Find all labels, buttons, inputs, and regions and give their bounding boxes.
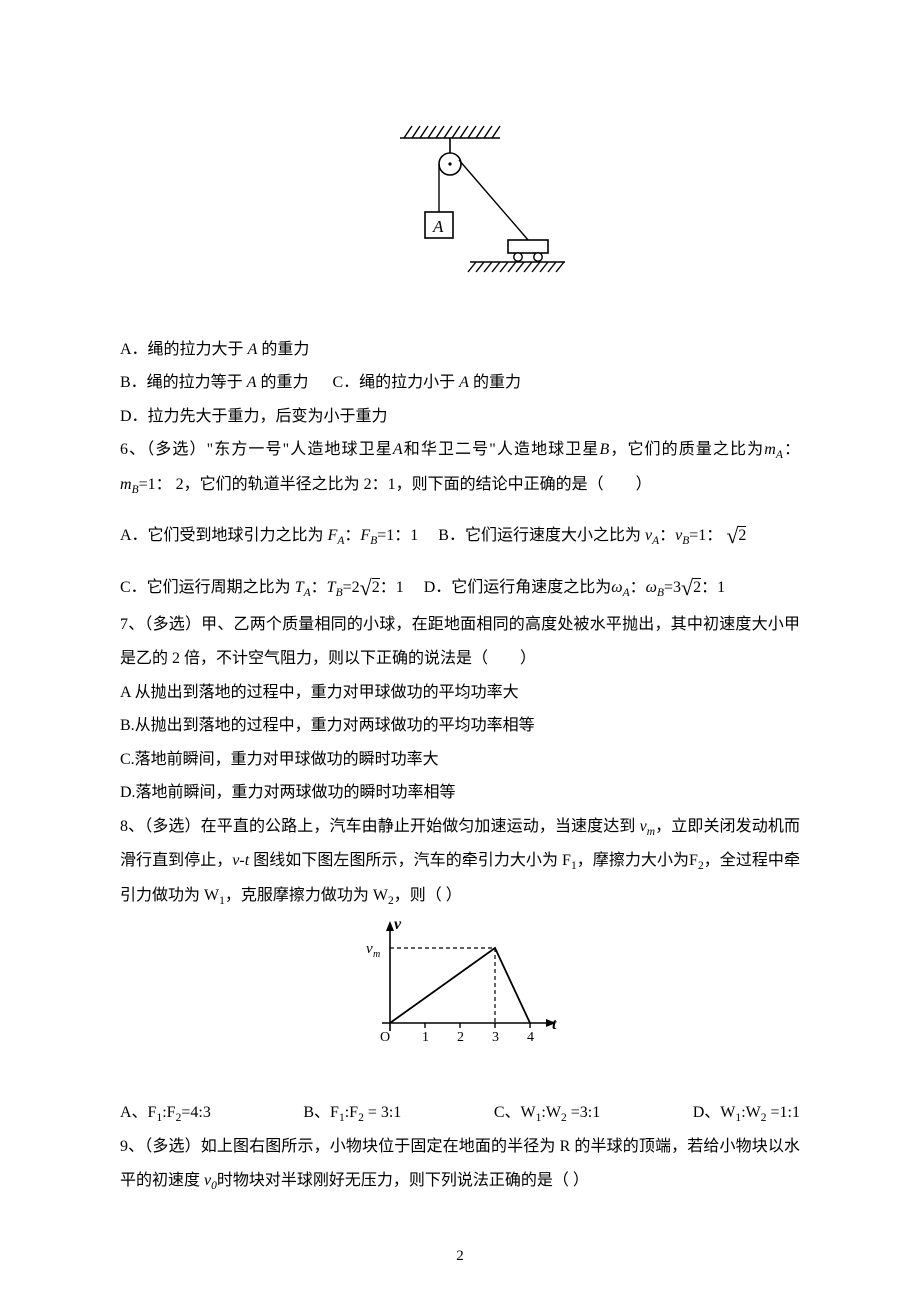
q6-options-cd: C．它们运行周期之比为 TA：TB=2√2：1 D．它们运行角速度之比为ωA：ω… (120, 562, 800, 608)
svg-text:4: 4 (527, 1030, 534, 1045)
q6c: C．它们运行周期之比为 (120, 579, 295, 596)
q6-options-ab: A．它们受到地球引力之比为 FA：FB=1：1 B．它们运行速度大小之比为 vA… (120, 510, 800, 556)
q6c-tb: T (327, 579, 336, 596)
q5b-text: B．绳的拉力等于 (120, 374, 247, 391)
q6a-fb: F (360, 527, 370, 544)
q6c2: =2 (343, 579, 360, 596)
q6d3: ：1 (701, 579, 725, 596)
q8s6: ，克服摩擦力做功为 W (225, 887, 388, 904)
svg-text:m: m (373, 949, 380, 960)
q6-stem2: 和华卫二号"人造地球卫星 (403, 441, 600, 458)
q8-b: B、F1:F2 = 3:1 (303, 1096, 401, 1130)
q6b-va-sub: A (652, 535, 659, 547)
q6b2: =1： (689, 527, 722, 544)
q8-vt: v-t (232, 852, 249, 869)
svg-text:2: 2 (457, 1030, 464, 1045)
q6d-wb: ω (646, 579, 657, 596)
q7-a: A 从抛出到落地的过程中，重力对甲球做功的平均功率大 (120, 676, 800, 710)
q5-option-a: A．绳的拉力大于 A 的重力 (120, 333, 800, 367)
figure-vt-chart: 1 2 3 4 O v t v m (120, 913, 800, 1066)
q6d2: =3 (664, 579, 681, 596)
q6b: B．它们运行速度大小之比为 (438, 527, 645, 544)
q5c-var: A (459, 374, 469, 391)
q6a-fa: F (328, 527, 338, 544)
q8s4: ，摩擦力大小为F (577, 852, 698, 869)
q6-mb-sub: B (132, 484, 139, 496)
figure-pulley: A (120, 120, 800, 303)
q7-b: B.从抛出到落地的过程中，重力对两球做功的平均功率相等 (120, 709, 800, 743)
q6-stem3: ，它们的质量之比为 (609, 441, 764, 458)
q7-stem: 7、（多选）甲、乙两个质量相同的小球，在距地面相同的高度处被水平抛出，其中初速度… (120, 608, 800, 675)
q9s2: 时物块对半球刚好无压力，则下列说法正确的是（ ） (217, 1172, 589, 1189)
q6-satb: B (599, 441, 609, 458)
q8s3: 图线如下图左图所示，汽车的牵引力大小为 F (249, 852, 571, 869)
q5-option-d: D．拉力先大于重力，后变为小于重力 (120, 400, 800, 434)
q6-mb: m (120, 476, 132, 493)
q5c-tail: 的重力 (469, 374, 521, 391)
q5b-tail: 的重力 (256, 374, 308, 391)
q6a2: =1：1 (377, 527, 418, 544)
q5a-var: A (248, 341, 258, 358)
q6d-wa: ω (611, 579, 622, 596)
svg-text:t: t (552, 1016, 557, 1033)
q6-stem1: 6、（多选）"东方一号"人造地球卫星 (120, 441, 393, 458)
q6c-ta: T (295, 579, 304, 596)
q6-ma: m (764, 441, 776, 458)
q6-stem: 6、（多选）"东方一号"人造地球卫星A和华卫二号"人造地球卫星B，它们的质量之比… (120, 433, 800, 502)
q8-vm-sub: m (647, 826, 655, 838)
q6d-wa-sub: A (623, 587, 630, 599)
svg-text:3: 3 (492, 1030, 499, 1045)
page-number: 2 (0, 1241, 920, 1273)
vt-chart-svg: 1 2 3 4 O v t v m (350, 913, 570, 1053)
q8-options: A、F1:F2=4:3 B、F1:F2 = 3:1 C、W1:W2 =3:1 D… (120, 1096, 800, 1130)
q8-d: D、W1:W2 =1:1 (693, 1096, 800, 1130)
q6b-va: v (645, 527, 652, 544)
q8-vm: v (640, 818, 647, 835)
q6a: A．它们受到地球引力之比为 (120, 527, 328, 544)
q5a-text: A．绳的拉力大于 (120, 341, 248, 358)
label-a: A (432, 217, 444, 236)
q5b-var: A (247, 374, 257, 391)
svg-text:v: v (366, 941, 373, 957)
q7-c: C.落地前瞬间，重力对甲球做功的瞬时功率大 (120, 743, 800, 777)
q6-ma-sub: A (776, 450, 783, 462)
q8-a: A、F1:F2=4:3 (120, 1096, 211, 1130)
q8-stem: 8、（多选）在平直的公路上，汽车由静止开始做匀加速运动，当速度达到 vm，立即关… (120, 810, 800, 913)
q6-stem5: 2，它们的轨道半径之比为 2：1，则下面的结论中正确的是（ ） (176, 476, 652, 493)
q6a-fa-sub: A (337, 535, 344, 547)
q6c-ta-sub: A (304, 587, 311, 599)
q8-c: C、W1:W2 =3:1 (494, 1096, 600, 1130)
q6-stem4: =1： (139, 476, 172, 493)
q8s7: ，则（ ） (394, 887, 462, 904)
q7-d: D.落地前瞬间，重力对两球做功的瞬时功率相等 (120, 776, 800, 810)
q6-sata: A (393, 441, 403, 458)
q6d-wb-sub: B (657, 587, 664, 599)
svg-text:O: O (380, 1030, 390, 1045)
svg-text:v: v (394, 916, 402, 933)
q8s1: 8、（多选）在平直的公路上，汽车由静止开始做匀加速运动，当速度达到 (120, 818, 640, 835)
svg-text:1: 1 (422, 1030, 429, 1045)
q6d: D．它们运行角速度之比为 (424, 579, 612, 596)
q5a-tail: 的重力 (257, 341, 309, 358)
q6c-tb-sub: B (336, 587, 343, 599)
q6c3: ：1 (380, 579, 404, 596)
q5-option-bc: B．绳的拉力等于 A 的重力 C．绳的拉力小于 A 的重力 (120, 366, 800, 400)
q9-stem: 9、（多选）如上图右图所示，小物块位于固定在地面的半径为 R 的半球的顶端，若给… (120, 1130, 800, 1198)
q5c-text: C．绳的拉力小于 (332, 374, 459, 391)
pulley-svg: A (350, 120, 570, 290)
